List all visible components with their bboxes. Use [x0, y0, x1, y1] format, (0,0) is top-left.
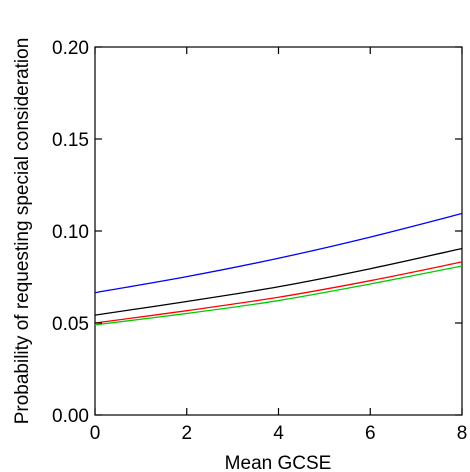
- x-tick-label: 0: [90, 423, 101, 444]
- x-axis-title: Mean GCSE: [225, 453, 332, 472]
- x-tick-label: 2: [181, 423, 192, 444]
- series-line-4: [94, 265, 463, 326]
- y-axis-title: Probability of requesting special consid…: [12, 38, 33, 425]
- y-tick-label: 0.05: [52, 314, 89, 335]
- y-tick-label: 0.00: [52, 406, 89, 427]
- series-line-1: [94, 212, 463, 294]
- x-tick-label: 6: [365, 423, 376, 444]
- plot-frame: [94, 46, 463, 416]
- y-tick-label: 0.20: [52, 38, 89, 59]
- y-tick-label: 0.15: [52, 130, 89, 151]
- ticks-layer: 0 2 4 6 8 0.00 0.05 0.10 0.15 0.20: [52, 38, 467, 444]
- series-line-2: [94, 247, 463, 316]
- x-tick-label: 8: [457, 423, 468, 444]
- y-tick-label: 0.10: [52, 222, 89, 243]
- series-layer: [94, 212, 463, 326]
- x-tick-label: 4: [273, 423, 284, 444]
- series-line-3: [94, 261, 463, 324]
